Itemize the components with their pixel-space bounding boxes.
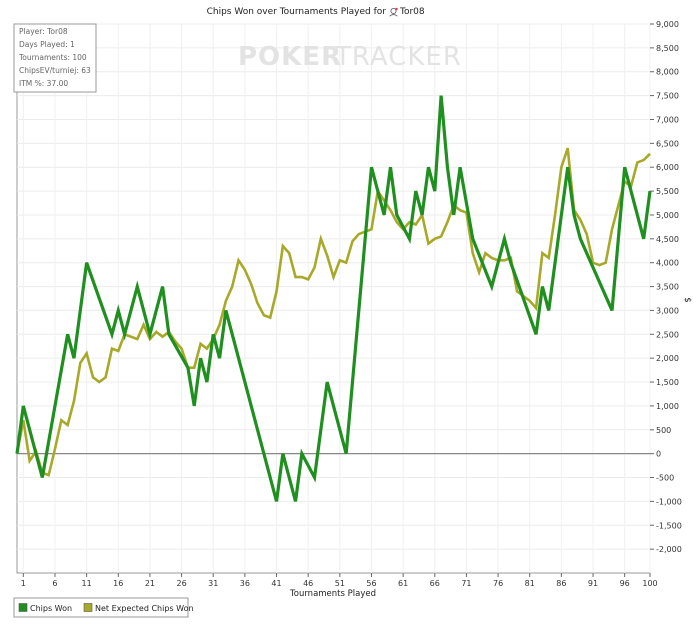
info-chipsev: ChipsEV/turniej: 63: [19, 66, 91, 75]
legend-item-chips-won[interactable]: Chips Won: [18, 603, 72, 614]
legend-item-net-expected[interactable]: Net Expected Chips Won: [83, 603, 194, 614]
y-tick-label: 0: [656, 450, 661, 459]
x-axis: 1 6 11 16 21 26 31 36 41 46 51 56 61 66 71 76 81 86 91 96 10…: [21, 573, 658, 588]
x-tick-label: 11: [82, 579, 92, 588]
y-tick-label: 8,000: [656, 68, 679, 77]
series-line-chips-won: [15, 95, 652, 502]
y-tick-label: 6,000: [656, 163, 679, 172]
grid-lines: [17, 23, 651, 573]
y-tick-label: 500: [656, 426, 671, 435]
info-days-played: Days Played: 1: [19, 40, 75, 49]
y-axis-title: $: [682, 297, 692, 302]
info-itm: ITM %: 37.00: [19, 79, 68, 88]
x-tick-label: 96: [620, 579, 630, 588]
y-axis: -2,000 -1,500 -1,000 -500 0 500 1,000 1,500 2,00…: [650, 20, 682, 554]
legend-label-net-expected: Net Expected Chips Won: [95, 604, 194, 613]
y-tick-label: 8,500: [656, 44, 679, 53]
y-tick-label: 4,000: [656, 259, 679, 268]
y-tick-label: 4,500: [656, 235, 679, 244]
y-tick-label: 2,500: [656, 330, 679, 339]
x-tick-label: 51: [335, 579, 345, 588]
y-tick-label: -500: [656, 474, 674, 483]
x-tick-label: 56: [366, 579, 376, 588]
x-tick-label: 61: [398, 579, 408, 588]
y-tick-label: 5,500: [656, 187, 679, 196]
y-tick-label: 1,000: [656, 402, 679, 411]
x-tick-label: 91: [588, 579, 598, 588]
x-tick-label: 31: [208, 579, 218, 588]
x-tick-label: 16: [113, 579, 123, 588]
pokertracker-watermark: POKER TRACKER: [238, 42, 462, 72]
user-icon: [389, 7, 398, 17]
x-tick-label: 81: [525, 579, 535, 588]
y-tick-label: 6,500: [656, 139, 679, 148]
legend-label-chips-won: Chips Won: [30, 604, 72, 613]
x-tick-label: 36: [240, 579, 250, 588]
player-info-box: Player: Tor08 Days Played: 1 Tournaments…: [13, 23, 97, 93]
x-tick-label: 26: [176, 579, 186, 588]
y-tick-label: 7,500: [656, 92, 679, 101]
y-tick-label: -1,000: [656, 497, 682, 506]
x-tick-label: 46: [303, 579, 313, 588]
series-lines: [15, 95, 652, 502]
legend-swatch-chips-won: [18, 603, 28, 612]
x-tick-label: 41: [271, 579, 281, 588]
y-tick-label: 7,000: [656, 115, 679, 124]
y-tick-label: 5,000: [656, 211, 679, 220]
x-tick-label: 71: [461, 579, 471, 588]
info-player: Player: Tor08: [19, 27, 68, 36]
x-axis-title: Tournaments Played: [289, 589, 376, 599]
y-tick-label: 2,000: [656, 354, 679, 363]
legend: Chips Won Net Expected Chips Won: [13, 597, 194, 618]
watermark-bold: POKER: [238, 42, 342, 72]
x-tick-label: 66: [430, 579, 440, 588]
y-tick-label: -1,500: [656, 521, 682, 530]
watermark-light: TRACKER: [334, 42, 462, 72]
x-tick-label: 21: [145, 579, 155, 588]
x-tick-label: 86: [556, 579, 566, 588]
y-tick-label: -2,000: [656, 545, 682, 554]
y-tick-label: 9,000: [656, 20, 679, 29]
chart-title-group: Chips Won over Tournaments Played for To…: [207, 7, 425, 17]
legend-frame: [13, 597, 189, 618]
x-tick-label: 6: [52, 579, 57, 588]
info-tournaments: Tournaments: 100: [18, 53, 87, 62]
plot-area: [16, 23, 651, 574]
chart-title: Chips Won over Tournaments Played for: [207, 7, 387, 17]
x-tick-label: 1: [21, 579, 26, 588]
x-tick-label: 76: [493, 579, 503, 588]
info-box-frame: [13, 23, 97, 93]
y-tick-label: 3,000: [656, 306, 679, 315]
x-tick-label: 100: [642, 579, 657, 588]
y-tick-label: 1,500: [656, 378, 679, 387]
y-tick-label: 3,500: [656, 283, 679, 292]
chart-title-player: Tor08: [399, 7, 425, 17]
series-line-net-expected: [15, 147, 651, 477]
legend-swatch-net-expected: [83, 603, 93, 612]
